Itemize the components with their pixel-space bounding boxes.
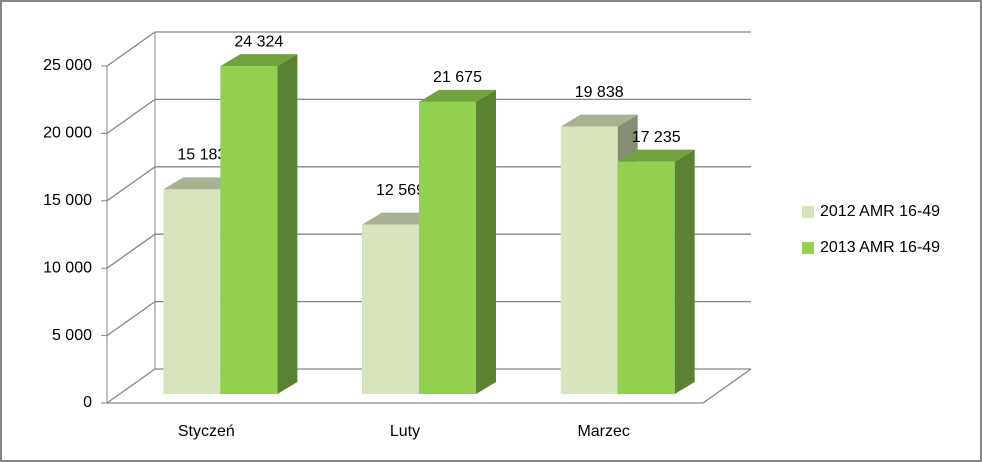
- y-tick-label: 25 000: [43, 57, 92, 74]
- bar: [560, 126, 618, 394]
- data-label: 19 838: [575, 84, 624, 101]
- bar: [220, 66, 278, 394]
- legend-swatch: [802, 242, 814, 254]
- bar: [163, 189, 221, 394]
- legend-swatch: [802, 206, 814, 218]
- bar-side: [476, 89, 496, 395]
- legend-label: 2013 AMR 16-49: [820, 239, 940, 256]
- bar-side: [277, 54, 298, 394]
- data-label: 12 569: [376, 182, 425, 199]
- x-tick-label: Marzec: [577, 423, 629, 440]
- bar: [419, 101, 476, 395]
- data-label: 24 324: [234, 33, 283, 50]
- y-tick-label: 0: [83, 394, 92, 411]
- y-tick-label: 15 000: [43, 192, 92, 209]
- data-label: 17 235: [632, 129, 681, 146]
- legend-label: 2012 AMR 16-49: [820, 203, 940, 220]
- y-tick-label: 20 000: [43, 125, 92, 142]
- bar-side: [674, 149, 695, 394]
- y-tick-label: 10 000: [43, 259, 92, 276]
- bar: [617, 161, 675, 394]
- y-tick-label: 5 000: [52, 327, 92, 344]
- x-tick-label: Styczeń: [178, 423, 235, 440]
- bar: [362, 224, 419, 394]
- x-tick-label: Luty: [390, 423, 420, 440]
- data-label: 21 675: [433, 69, 482, 86]
- bar-top: [560, 114, 638, 127]
- bar-top: [419, 89, 496, 102]
- data-label: 15 183: [177, 147, 226, 164]
- floor-edge: [107, 368, 752, 404]
- bar-top: [617, 149, 695, 162]
- bar-top: [220, 54, 298, 67]
